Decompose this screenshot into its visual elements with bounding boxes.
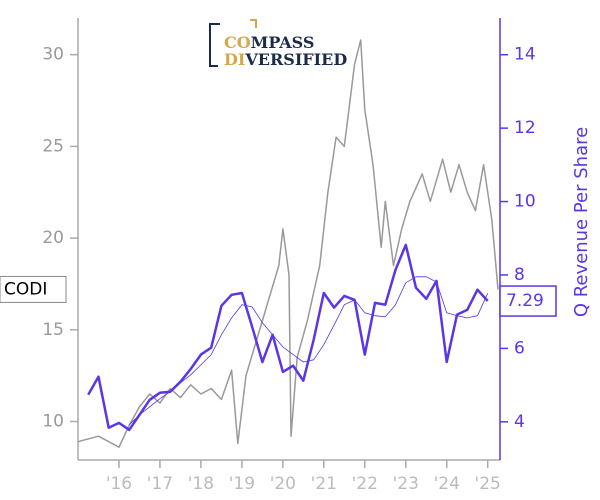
- logo-bracket: [209, 23, 220, 67]
- x-tick-label: '19: [229, 474, 255, 494]
- y2-tick-label: 8: [514, 265, 525, 285]
- line: [87, 243, 489, 432]
- y2-tick-label: 14: [514, 45, 536, 65]
- logo-text: COMPASS: [224, 33, 314, 52]
- logo: COMPASS DIVERSIFIED: [209, 19, 347, 69]
- ticker-box: [0, 275, 67, 303]
- value-label: 7.29: [506, 291, 544, 311]
- y2-axis-title: Q Revenue Per Share: [571, 127, 592, 317]
- x-tick-label: '24: [434, 474, 460, 494]
- y-tick-label: 25: [42, 136, 64, 156]
- y2-tick-label: 12: [514, 118, 536, 138]
- line: [128, 276, 489, 426]
- y-tick-label: 20: [42, 228, 64, 248]
- y-tick-label: 30: [42, 45, 64, 65]
- logo-text: DIVERSIFIED: [224, 50, 347, 69]
- y-tick-label: 15: [42, 320, 64, 340]
- x-tick-label: '17: [147, 474, 173, 494]
- value-box: [499, 285, 557, 317]
- y2-tick-label: 4: [514, 412, 525, 432]
- ticker-label: CODI: [4, 279, 47, 299]
- y2-tick-label: 10: [514, 192, 536, 212]
- x-tick-label: '21: [311, 474, 337, 494]
- x-tick-label: '18: [188, 474, 214, 494]
- x-tick-label: '23: [393, 474, 419, 494]
- x-tick-label: '20: [270, 474, 296, 494]
- x-tick-label: '22: [352, 474, 378, 494]
- x-tick-label: '25: [475, 474, 501, 494]
- y-tick-label: 10: [42, 411, 64, 431]
- line: [77, 39, 499, 448]
- y2-tick-label: 6: [514, 338, 525, 358]
- logo-bracket: [250, 19, 257, 28]
- x-tick-label: '16: [106, 474, 132, 494]
